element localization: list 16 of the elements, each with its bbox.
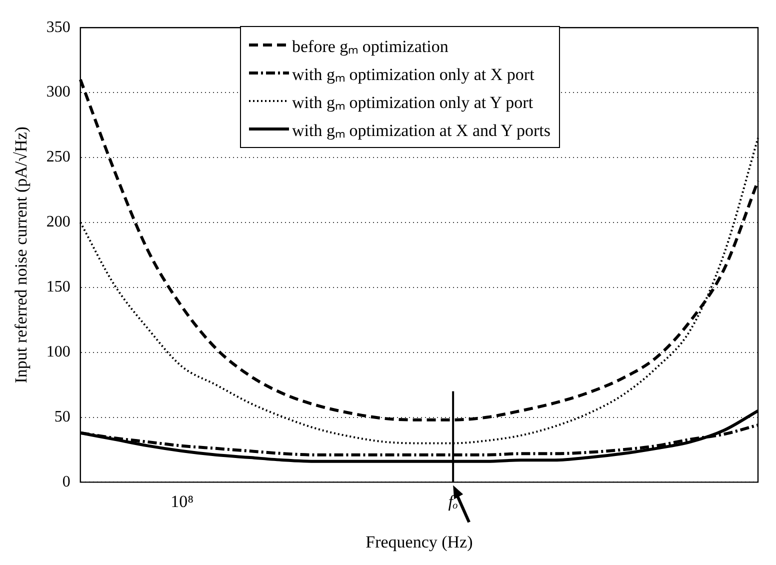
y-tick-label: 50 [54,408,70,426]
legend-label: before gₘ optimization [292,36,448,56]
y-tick-label: 0 [62,473,70,490]
y-tick-label: 350 [46,18,70,36]
y-tick-label: 150 [46,278,70,296]
y-tick-label: 100 [46,344,70,361]
legend-label: with gₘ optimization at X and Y ports [292,120,551,140]
y-tick-label: 200 [46,214,70,231]
x-axis-title: Frequency (Hz) [366,532,473,552]
x-tick-label: 10⁸ [170,492,194,511]
legend-label: with gₘ optimization only at Y port [292,92,534,112]
y-axis-title: Input referred noise current (pA/√Hz) [12,126,31,384]
x-tick-label: fₒ [448,492,458,511]
y-tick-label: 300 [46,84,70,101]
y-tick-label: 250 [46,148,70,166]
legend-label: with gₘ optimization only at X port [292,64,534,84]
